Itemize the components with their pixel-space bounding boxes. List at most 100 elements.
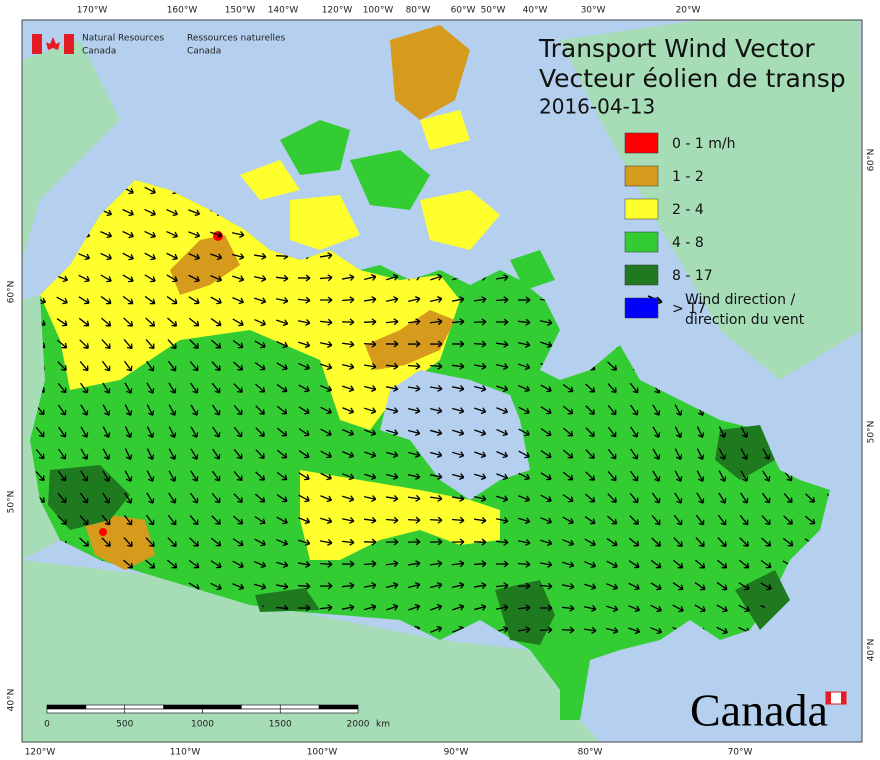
wind-arrow bbox=[124, 382, 133, 394]
wind-arrow bbox=[517, 296, 531, 304]
wind-arrow bbox=[342, 407, 355, 415]
wind-arrow bbox=[233, 383, 243, 394]
wind-arrow bbox=[429, 560, 443, 568]
wind-arrow bbox=[254, 516, 266, 525]
wind-arrow bbox=[738, 582, 750, 591]
wind-arrow bbox=[122, 274, 134, 283]
wind-arrow bbox=[496, 473, 509, 481]
graticule-label: 50°N bbox=[7, 491, 17, 514]
wind-arrow bbox=[320, 406, 332, 415]
wind-arrow bbox=[696, 426, 705, 439]
wind-arrow bbox=[518, 341, 531, 348]
wind-arrow bbox=[716, 582, 728, 591]
wind-arrow bbox=[101, 317, 112, 327]
wind-arrow bbox=[539, 626, 553, 634]
wind-arrow bbox=[297, 604, 311, 612]
scale-label: 1500 bbox=[269, 720, 292, 730]
wind-arrow bbox=[495, 274, 509, 282]
wind-arrow bbox=[363, 560, 377, 568]
wind-arrow bbox=[57, 382, 67, 394]
wind-arrow bbox=[212, 426, 221, 438]
wind-arrow bbox=[101, 514, 111, 526]
wind-arrow bbox=[385, 318, 399, 326]
land-2-4 bbox=[300, 470, 500, 560]
wind-arrow bbox=[430, 473, 443, 480]
wind-arrow bbox=[210, 318, 222, 327]
wind-arrow bbox=[674, 448, 683, 460]
wind-arrow bbox=[276, 384, 288, 393]
wind-arrow bbox=[650, 627, 663, 635]
wind-arrow bbox=[474, 407, 487, 415]
wind-arrow bbox=[190, 470, 199, 482]
scale-segment bbox=[318, 704, 359, 710]
wind-arrow bbox=[255, 427, 265, 437]
wind-arrow bbox=[254, 361, 266, 371]
wind-arrow bbox=[254, 583, 267, 591]
wind-arrow bbox=[650, 604, 662, 613]
wind-arrow bbox=[255, 471, 265, 481]
graticule-label: 100°W bbox=[307, 748, 338, 758]
legend-swatch bbox=[624, 198, 659, 220]
wind-arrow bbox=[518, 495, 531, 503]
wind-arrow bbox=[783, 493, 793, 504]
wind-arrow bbox=[495, 582, 509, 590]
wind-arrow bbox=[562, 561, 575, 569]
wind-arrow bbox=[451, 516, 465, 524]
wind-arrow bbox=[385, 516, 399, 524]
wind-arrow bbox=[80, 448, 89, 460]
wind-arrow bbox=[385, 538, 399, 546]
wind-arrow bbox=[319, 604, 333, 612]
wind-arrow bbox=[674, 470, 683, 482]
hudson-bay bbox=[380, 370, 530, 500]
land-8-17 bbox=[715, 425, 775, 480]
wind-arrow bbox=[385, 340, 399, 348]
legend-arrow-label: direction du vent bbox=[685, 312, 805, 328]
wind-arrow bbox=[320, 495, 333, 503]
island bbox=[510, 250, 555, 290]
wind-arrow bbox=[168, 382, 177, 394]
wind-arrow bbox=[408, 429, 421, 437]
wind-arrow bbox=[166, 252, 178, 261]
wind-arrow bbox=[276, 362, 288, 371]
wind-arrow bbox=[716, 626, 728, 635]
wind-arrow bbox=[298, 450, 310, 459]
wind-arrow bbox=[79, 515, 89, 526]
wind-arrow bbox=[474, 385, 487, 393]
wind-arrow bbox=[430, 451, 443, 459]
wind-arrow bbox=[651, 537, 662, 547]
wind-arrow bbox=[407, 362, 421, 370]
wind-arrow bbox=[695, 559, 706, 569]
wind-arrow bbox=[540, 428, 552, 437]
graticule-label: 120°W bbox=[322, 6, 353, 16]
legend-swatch bbox=[624, 264, 659, 286]
wind-arrow bbox=[540, 406, 552, 415]
wind-arrow bbox=[102, 382, 111, 394]
wind-arrow bbox=[407, 494, 421, 502]
wind-arrow bbox=[210, 253, 223, 261]
wind-arrow bbox=[760, 559, 772, 569]
wind-arrow bbox=[629, 470, 639, 482]
wind-arrow bbox=[607, 471, 617, 482]
wind-arrow bbox=[630, 448, 639, 460]
wind-arrow bbox=[297, 296, 311, 304]
wind-arrow bbox=[385, 385, 399, 392]
wind-arrow bbox=[212, 404, 221, 416]
wind-arrow bbox=[718, 470, 727, 482]
wind-arrow bbox=[211, 515, 221, 525]
wind-arrow bbox=[276, 516, 288, 525]
frame-border bbox=[21, 19, 863, 743]
wind-arrow bbox=[408, 407, 421, 414]
wind-arrow bbox=[341, 582, 355, 590]
wind-arrow bbox=[363, 538, 377, 546]
wind-arrow bbox=[429, 538, 443, 546]
wind-arrow bbox=[562, 516, 574, 525]
wind-arrow bbox=[211, 339, 222, 349]
wind-arrow bbox=[146, 426, 155, 439]
wind-arrow bbox=[364, 473, 377, 481]
wind-arrow bbox=[123, 559, 134, 569]
wind-arrow bbox=[144, 295, 156, 305]
wind-arrow bbox=[233, 404, 243, 416]
wind-arrow bbox=[144, 186, 156, 195]
wind-arrow bbox=[276, 340, 289, 349]
wind-arrow bbox=[540, 341, 553, 349]
